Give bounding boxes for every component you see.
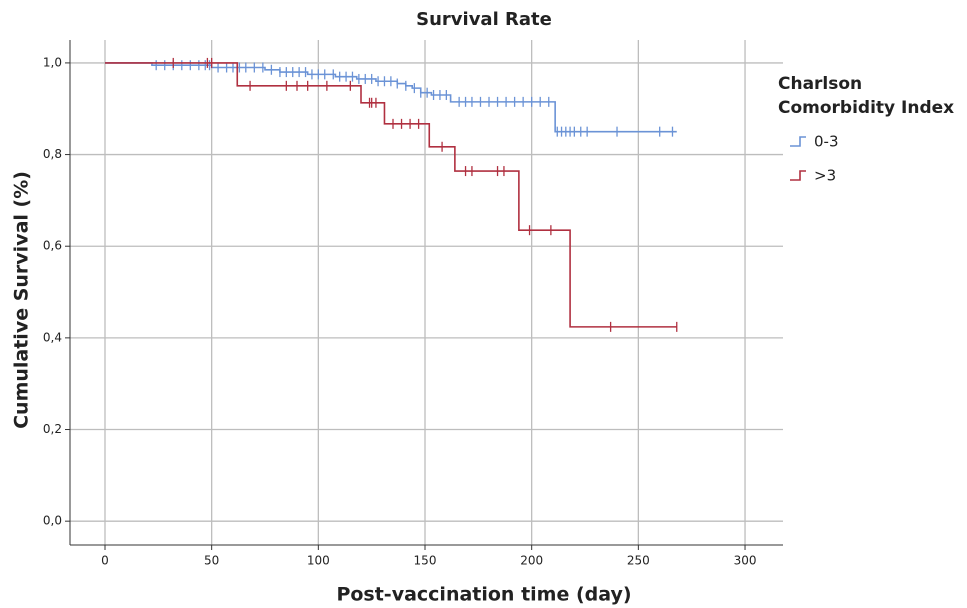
y-tick-label: 0,8 (43, 147, 62, 161)
legend-label: >3 (814, 167, 836, 185)
y-tick-label: 0,6 (43, 239, 62, 253)
x-tick-label: 0 (101, 554, 109, 568)
x-tick-label: 200 (520, 554, 543, 568)
y-tick-label: 0,0 (43, 514, 62, 528)
survival-curve (104, 62, 677, 328)
chart-title: Survival Rate (416, 9, 552, 30)
x-tick-label: 150 (414, 554, 437, 568)
x-tick-label: 50 (204, 554, 219, 568)
y-axis-title: Cumulative Survival (%) (11, 171, 33, 429)
x-tick-label: 300 (734, 554, 757, 568)
y-tick-label: 0,4 (43, 330, 62, 344)
x-tick-label: 100 (307, 554, 330, 568)
legend-label: 0-3 (814, 133, 839, 151)
legend-title: Charlson Comorbidity Index (778, 74, 955, 118)
survival-curve (104, 62, 677, 133)
y-tick-label: 0,2 (43, 422, 62, 436)
x-tick-label: 250 (627, 554, 650, 568)
x-axis-title: Post-vaccination time (day) (336, 584, 631, 606)
legend-symbol (790, 136, 806, 147)
y-tick-label: 1,0 (43, 55, 62, 69)
legend-symbol (790, 170, 806, 181)
